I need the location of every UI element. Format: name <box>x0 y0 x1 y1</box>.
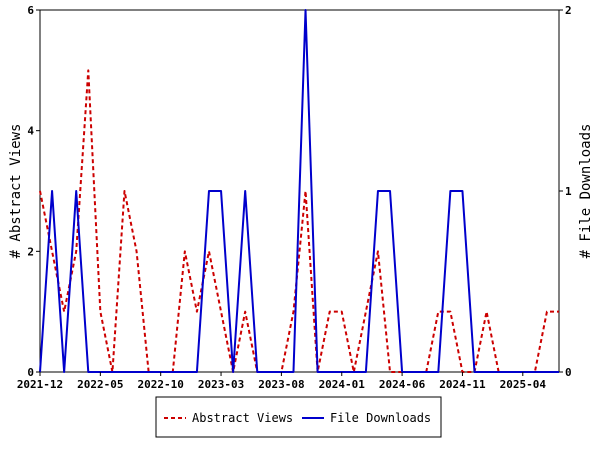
x-tick-label: 2024-06 <box>379 378 426 391</box>
y-left-tick-label: 0 <box>27 366 34 379</box>
x-tick-label: 2023-08 <box>258 378 304 391</box>
y-right-tick-label: 2 <box>565 4 572 17</box>
series-layer <box>39 9 559 373</box>
y-right-tick-label: 0 <box>565 366 572 379</box>
series-line-file-downloads <box>39 9 559 373</box>
y-right-tick-label: 1 <box>565 185 572 198</box>
legend: Abstract Views File Downloads <box>155 396 442 438</box>
y-left-tick-label: 4 <box>27 125 34 138</box>
axis-layer: 0 2 4 6 0 1 2 2021-12 2022-05 2022-10 2023-03 2023-… <box>17 4 572 391</box>
x-tick-label: 2025-04 <box>500 378 547 391</box>
y-left-tick-label: 2 <box>27 245 34 258</box>
legend-label-abstract-views: Abstract Views <box>192 411 293 425</box>
series-line-abstract-views <box>39 69 559 373</box>
x-tick-label: 2022-10 <box>138 378 184 391</box>
legend-label-file-downloads: File Downloads <box>330 411 431 425</box>
x-tick-label: 2022-05 <box>77 378 123 391</box>
legend-box <box>155 396 442 438</box>
y-right-axis-title: # File Downloads <box>578 124 594 259</box>
x-tick-label: 2021-12 <box>17 378 63 391</box>
x-tick-label: 2024-01 <box>319 378 366 391</box>
x-tick-label: 2024-11 <box>439 378 486 391</box>
x-tick-label: 2023-03 <box>198 378 244 391</box>
y-left-tick-label: 6 <box>27 4 34 17</box>
y-left-axis-title: # Abstract Views <box>8 124 24 259</box>
